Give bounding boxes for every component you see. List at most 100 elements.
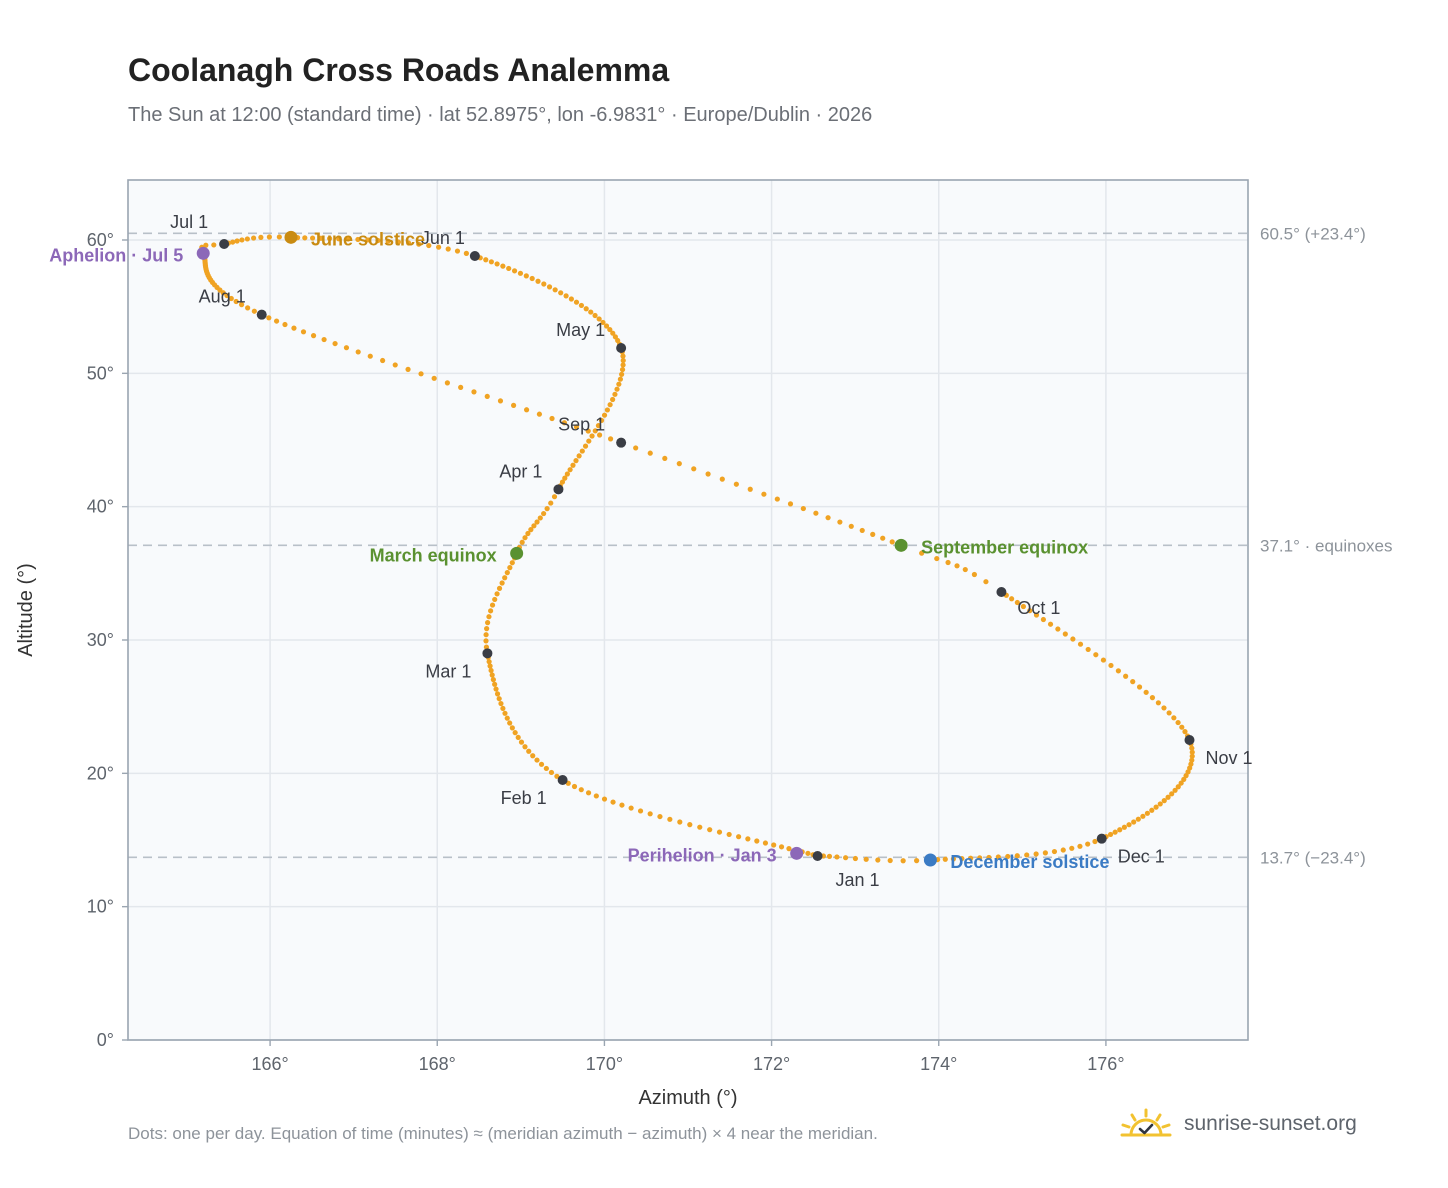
- daily-dot: [934, 555, 940, 562]
- daily-dot: [1005, 853, 1011, 860]
- daily-dot: [436, 244, 442, 250]
- daily-dot: [220, 290, 226, 296]
- daily-dot: [576, 453, 582, 459]
- daily-dot: [483, 638, 489, 644]
- daily-dot: [834, 854, 840, 860]
- event-marker: [510, 546, 524, 560]
- daily-dot: [483, 257, 489, 263]
- daily-dot: [234, 238, 240, 244]
- daily-dot: [1189, 757, 1195, 763]
- event-marker: [790, 846, 804, 860]
- daily-dot: [578, 787, 584, 793]
- daily-dot: [1069, 845, 1075, 851]
- daily-dot: [1077, 843, 1083, 849]
- daily-dot: [610, 396, 616, 403]
- daily-dot: [762, 840, 769, 846]
- daily-dot: [512, 730, 518, 736]
- daily-dot: [1107, 831, 1114, 838]
- daily-dot: [300, 329, 307, 335]
- daily-dot: [345, 236, 351, 242]
- daily-dot: [977, 855, 983, 861]
- daily-dot: [1169, 791, 1175, 797]
- daily-dot: [657, 813, 663, 820]
- daily-dot: [483, 632, 489, 638]
- daily-dot: [538, 761, 545, 767]
- month-label: Oct 1: [1017, 598, 1060, 618]
- month-marker: [1184, 735, 1195, 745]
- daily-dot: [497, 398, 504, 404]
- daily-dot: [562, 475, 568, 481]
- daily-dot: [406, 240, 412, 246]
- daily-dot: [365, 237, 371, 243]
- month-label: Sep 1: [558, 415, 605, 435]
- daily-dot: [573, 424, 580, 430]
- daily-dot: [405, 366, 411, 372]
- daily-dot: [604, 407, 610, 413]
- daily-dot: [559, 479, 566, 485]
- month-marker: [482, 648, 493, 659]
- daily-dot: [585, 790, 592, 796]
- daily-dot: [522, 535, 528, 541]
- daily-dot: [617, 376, 624, 382]
- month-marker: [219, 239, 230, 249]
- daily-dot: [736, 834, 742, 840]
- daily-dot: [588, 309, 594, 315]
- daily-dot: [647, 450, 653, 456]
- daily-dot: [1175, 719, 1181, 726]
- daily-dot: [601, 796, 608, 802]
- daily-dot: [1172, 787, 1178, 793]
- daily-dot: [336, 236, 342, 242]
- daily-dot: [571, 783, 578, 790]
- daily-dot: [592, 428, 598, 434]
- daily-dot: [492, 596, 498, 603]
- daily-dot: [595, 423, 602, 429]
- daily-dot: [251, 308, 257, 314]
- daily-dot: [570, 462, 576, 468]
- daily-dot: [291, 325, 297, 331]
- daily-dot: [544, 506, 550, 512]
- daily-dot: [1136, 684, 1143, 690]
- daily-dot: [837, 519, 843, 525]
- daily-dot: [506, 265, 512, 272]
- daily-dot: [471, 389, 477, 395]
- daily-dot: [863, 856, 869, 862]
- daily-dot: [620, 353, 626, 359]
- daily-dot: [380, 357, 386, 364]
- daily-dot: [463, 250, 469, 256]
- daily-dot: [228, 295, 234, 302]
- daily-dot: [1047, 621, 1054, 627]
- daily-dot: [529, 275, 535, 282]
- daily-dot: [585, 428, 591, 434]
- event-label: Aphelion · Jul 5: [49, 245, 183, 265]
- event-label: December solstice: [950, 852, 1109, 872]
- y-tick-label: 20°: [87, 763, 114, 783]
- daily-dot: [1149, 695, 1156, 701]
- daily-dot: [1024, 852, 1030, 858]
- event-marker: [894, 538, 908, 552]
- daily-dot: [266, 315, 272, 321]
- x-tick-label: 166°: [251, 1054, 288, 1074]
- daily-dot: [1062, 631, 1068, 637]
- daily-dot: [1055, 626, 1061, 632]
- daily-dot: [522, 744, 528, 750]
- daily-dot: [880, 535, 886, 541]
- daily-dot: [244, 236, 250, 242]
- month-marker: [616, 437, 627, 448]
- daily-dot: [843, 855, 849, 861]
- daily-dot: [1092, 838, 1098, 845]
- daily-dot: [355, 349, 361, 355]
- daily-dot: [619, 802, 625, 808]
- daily-dot: [786, 846, 792, 852]
- daily-dot: [870, 531, 876, 537]
- daily-dot: [813, 510, 819, 516]
- daily-dot: [1183, 773, 1189, 779]
- daily-dot: [302, 235, 308, 241]
- daily-dot: [416, 241, 422, 247]
- daily-dot: [554, 773, 560, 779]
- daily-dot: [543, 765, 549, 772]
- daily-dot: [691, 466, 697, 472]
- daily-dot: [486, 614, 492, 620]
- brand-logo[interactable]: sunrise-sunset.org: [1118, 1102, 1357, 1146]
- daily-dot: [523, 407, 530, 413]
- month-label: Dec 1: [1118, 847, 1165, 867]
